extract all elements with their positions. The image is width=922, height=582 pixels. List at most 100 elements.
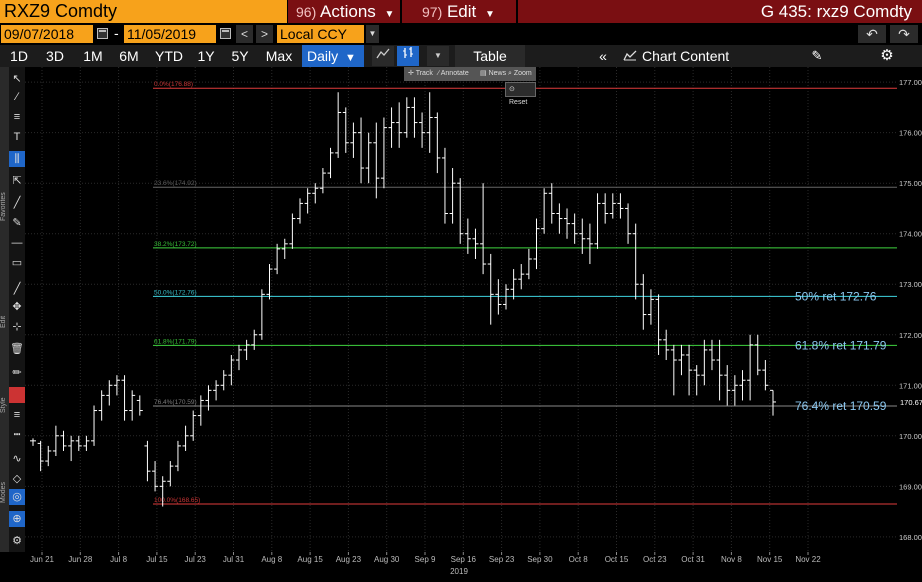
chevron-down-icon[interactable]: ▼ [427, 46, 449, 66]
date-range-bar: 09/07/2018 - 11/05/2019 < > Local CCY ▼ … [0, 24, 922, 44]
bar-chart-icon[interactable] [397, 46, 419, 66]
calendar-icon[interactable] [220, 28, 231, 39]
y-tick-label: 170.00 [899, 432, 922, 441]
horizontal-line-icon[interactable]: — [11, 237, 23, 249]
collapse-icon[interactable]: « [599, 48, 607, 64]
gear-icon[interactable]: ⚙ [880, 47, 894, 64]
retracement-label: 50% ret 172.76 [795, 289, 877, 303]
fib-level-label: 61.8%(171.79) [154, 338, 197, 345]
undo-icon[interactable]: ↶ [858, 25, 886, 43]
start-date-input[interactable]: 09/07/2018 [1, 25, 93, 43]
table-button[interactable]: Table [455, 45, 525, 67]
zoom-mode-icon[interactable]: ⊕ [9, 511, 25, 527]
line-chart-icon[interactable] [372, 46, 394, 66]
edit-icon[interactable]: ✎ [811, 48, 823, 63]
rectangle-tool-icon[interactable]: ▭ [11, 257, 23, 269]
cursor-icon[interactable]: ↖ [12, 73, 22, 85]
end-date-input[interactable]: 11/05/2019 [124, 25, 216, 43]
chevron-right-icon[interactable]: > [256, 25, 273, 43]
trend-tool-icon[interactable]: ⫼ [9, 151, 25, 167]
fibonacci-tool-icon[interactable]: ≡ [13, 111, 21, 123]
frequency-label: Daily [307, 48, 339, 64]
chevron-left-icon[interactable]: < [236, 25, 253, 43]
currency-select[interactable]: Local CCY [277, 25, 364, 43]
y-tick-label: 177.00 [899, 78, 922, 87]
text-tool-icon[interactable]: T [13, 131, 21, 143]
chart-content-button[interactable]: Chart Content [620, 45, 795, 67]
x-tick-label: Jul 8 [110, 555, 127, 564]
frequency-select[interactable]: Daily ▼ [302, 45, 364, 67]
news-button[interactable]: ▤ News [480, 70, 507, 77]
edit-menu-button[interactable]: 97) Edit ▼ [402, 0, 516, 23]
range-max-button[interactable]: Max [265, 48, 293, 64]
chart-mini-toolbar: ✛ Track ∕ Annotate ▤ News ⌕ Zoom [404, 67, 536, 81]
y-tick-label: 174.00 [899, 230, 922, 239]
move-icon[interactable]: ✥ [12, 301, 22, 313]
color-swatch-icon[interactable] [9, 387, 25, 403]
x-tick-label: Sep 23 [489, 555, 515, 564]
calendar-icon[interactable] [97, 28, 108, 39]
x-tick-label: Nov 15 [757, 555, 783, 564]
y-tick-label: 172.00 [899, 331, 922, 340]
retracement-label: 76.4% ret 170.59 [795, 399, 887, 413]
x-tick-label: Aug 15 [297, 555, 323, 564]
line-style-icon[interactable]: ┅ [13, 429, 21, 441]
x-axis-ticks: Jun 21 Jun 28 Jul 8 Jul 15 Jul 23 Jul 31 Aug 8… [30, 552, 821, 564]
range-1m-button[interactable]: 1M [83, 48, 103, 64]
line-tool-icon[interactable]: ∕ [16, 91, 18, 103]
pencil-icon[interactable]: ✏ [12, 367, 22, 379]
modes-label: Modes [0, 481, 7, 503]
pointer-tool-icon[interactable]: ⊹ [12, 321, 22, 333]
range-5y-button[interactable]: 5Y [231, 48, 249, 64]
range-1d-button[interactable]: 1D [10, 48, 28, 64]
price-chart[interactable]: 0.0%(176.88) 23.6%(174.92) 38.2%(173.72) 50… [25, 67, 897, 552]
fib-level-label: 23.6%(174.92) [154, 180, 197, 187]
zoom-button[interactable]: ⌕ Zoom [508, 70, 532, 77]
fib-level-label: 100.0%(168.65) [154, 497, 200, 504]
ticker-field[interactable]: RXZ9 Comdty [0, 0, 287, 23]
channel-tool-icon[interactable]: ⇱ [12, 175, 22, 187]
snap-icon[interactable]: ◇ [12, 473, 22, 485]
range-3d-button[interactable]: 3D [46, 48, 64, 64]
actions-menu-button[interactable]: 96) Actions ▼ [288, 0, 400, 23]
crosshair-mode-icon[interactable]: ◎ [9, 489, 25, 505]
pen-tool-icon[interactable]: ✎ [12, 217, 22, 229]
x-tick-label: Sep 16 [451, 555, 477, 564]
gear-icon[interactable]: ⚙ [12, 535, 22, 547]
x-tick-label: Oct 15 [605, 555, 629, 564]
edit-menu-label: Edit [446, 2, 477, 21]
x-tick-label: Aug 30 [374, 555, 400, 564]
x-tick-label: Jun 28 [68, 555, 93, 564]
range-6m-button[interactable]: 6M [119, 48, 139, 64]
favorites-label: Favorites [0, 192, 7, 222]
ray-tool-icon[interactable]: ╱ [13, 197, 21, 209]
x-tick-label: Oct 31 [681, 555, 705, 564]
page-title: G 435: rxz9 Comdty [518, 0, 922, 23]
actions-menu-number: 96) [296, 4, 317, 20]
x-tick-label: Aug 23 [336, 555, 362, 564]
y-axis: 177.00 176.00 175.00 174.00 173.00 172.00 171.… [897, 67, 922, 552]
news-label: News [488, 70, 507, 77]
track-button[interactable]: ✛ Track [408, 70, 433, 77]
retracement-label: 61.8% ret 171.79 [795, 338, 887, 352]
y-tick-label: 175.00 [899, 179, 922, 188]
actions-menu-label: Actions [320, 2, 376, 21]
line-width-icon[interactable]: ≡ [13, 409, 21, 421]
x-tick-label: Oct 23 [643, 555, 667, 564]
x-tick-label: Oct 8 [569, 555, 589, 564]
range-ytd-button[interactable]: YTD [155, 48, 183, 64]
chart-content-label: Chart Content [642, 48, 730, 64]
horizontal-gridlines [25, 81, 897, 538]
last-price-label: 170.67 [900, 398, 922, 407]
redo-icon[interactable]: ↷ [890, 25, 918, 43]
range-1y-button[interactable]: 1Y [197, 48, 215, 64]
x-tick-label: Jul 23 [185, 555, 207, 564]
magnet-icon[interactable]: ∿ [12, 453, 22, 465]
year-label: 2019 [450, 567, 468, 576]
annotate-button[interactable]: ∕ Annotate [438, 70, 469, 77]
reset-button[interactable]: ⊙ Reset [505, 82, 536, 106]
chevron-down-icon[interactable]: ▼ [366, 25, 379, 43]
trash-icon[interactable]: 🗑 [10, 343, 24, 355]
x-axis: Jun 21 Jun 28 Jul 8 Jul 15 Jul 23 Jul 31 Aug 8… [30, 552, 821, 576]
brush-tool-icon[interactable]: ╱ [13, 283, 21, 295]
